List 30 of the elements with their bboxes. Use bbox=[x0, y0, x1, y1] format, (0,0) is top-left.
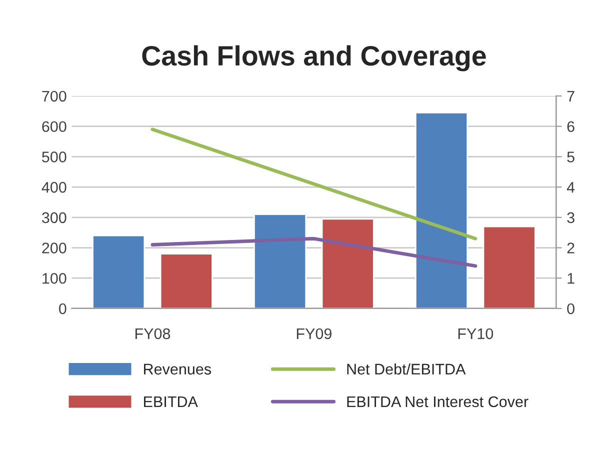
bar bbox=[321, 218, 374, 308]
bar bbox=[92, 234, 146, 308]
y2-tick-label: 5 bbox=[567, 152, 574, 162]
y2-tick-label: 3 bbox=[567, 212, 574, 224]
legend-label: Net Debt/EBITDA bbox=[347, 363, 466, 375]
legend-label: EBITDA bbox=[144, 396, 198, 407]
y2-tick-label: 2 bbox=[567, 242, 574, 254]
y2-tick-label: 6 bbox=[567, 121, 574, 132]
y-tick-label: 500 bbox=[42, 152, 66, 162]
y2-tick-label: 1 bbox=[568, 273, 574, 284]
chart-title: Cash Flows and Coverage bbox=[142, 45, 486, 72]
y-tick-label: 0 bbox=[59, 303, 66, 314]
bar bbox=[254, 214, 307, 308]
y-tick-label: 100 bbox=[42, 272, 66, 284]
y2-tick-label: 0 bbox=[567, 303, 574, 314]
x-tick-label: FY09 bbox=[296, 328, 332, 340]
bar bbox=[160, 253, 213, 308]
y-tick-label: 600 bbox=[42, 121, 66, 132]
y-tick-label: 300 bbox=[42, 212, 66, 224]
y2-tick-label: 4 bbox=[566, 182, 575, 193]
bar bbox=[414, 112, 468, 308]
y2-tick-label: 7 bbox=[567, 90, 574, 102]
x-tick-label: FY10 bbox=[458, 328, 494, 340]
legend-label: EBITDA Net Interest Cover bbox=[347, 396, 528, 408]
y-tick-label: 200 bbox=[42, 242, 66, 254]
bar bbox=[482, 226, 536, 308]
y-tick-label: 400 bbox=[42, 182, 66, 193]
x-tick-label: FY08 bbox=[135, 328, 170, 340]
y-tick-label: 700 bbox=[42, 90, 66, 102]
legend-label: Revenues bbox=[144, 364, 212, 375]
